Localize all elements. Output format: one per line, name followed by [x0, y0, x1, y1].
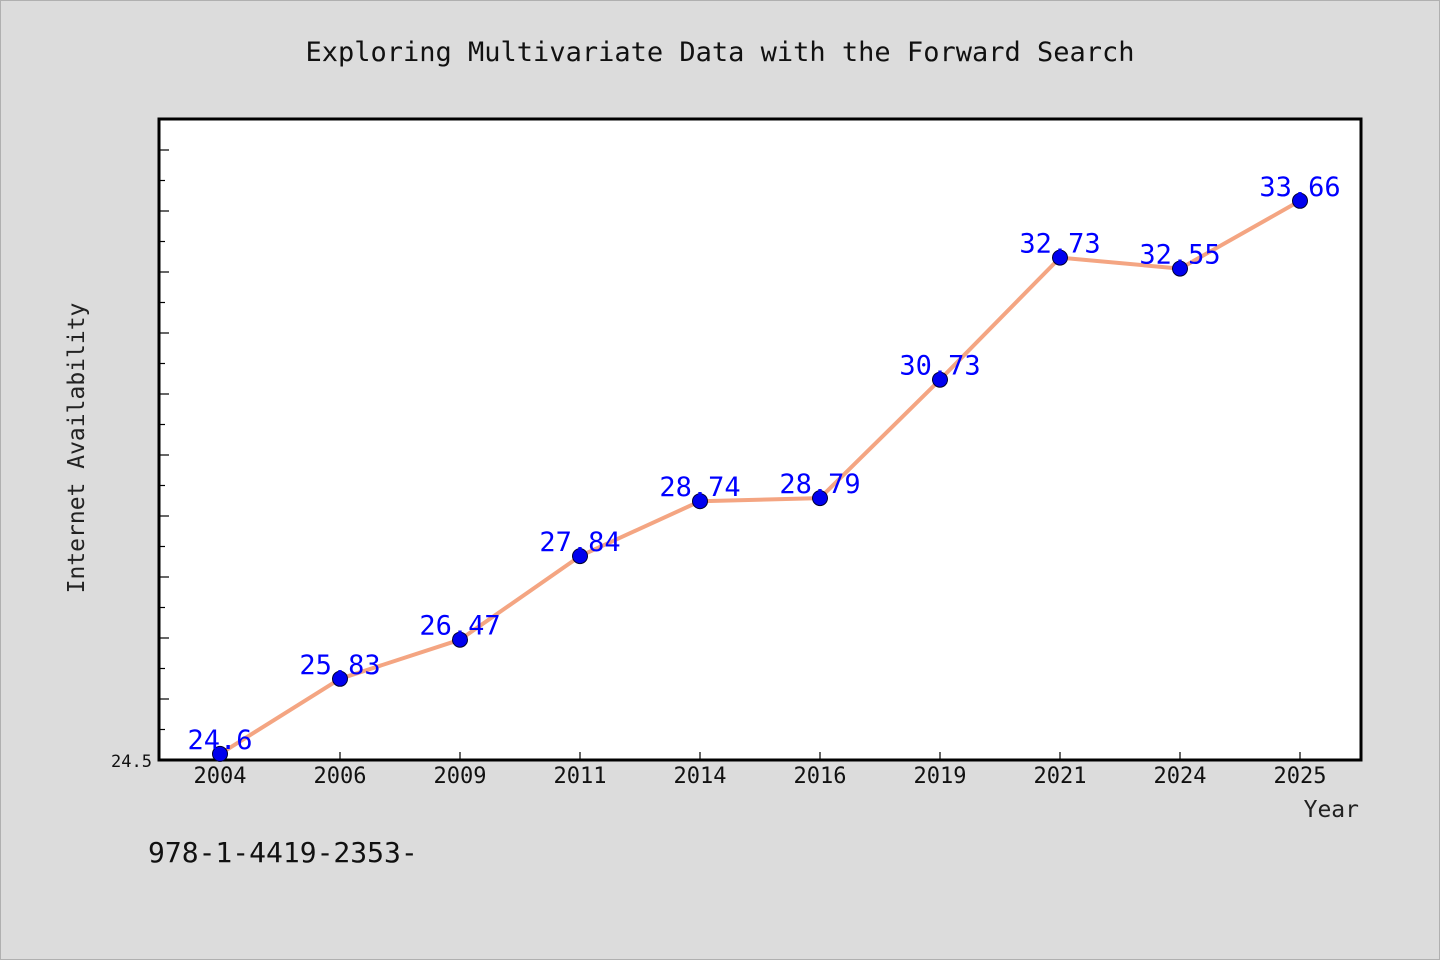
x-axis-ticks: 2004 2006 2009 2011 2014 2016 2019 2021 2024 2025 [194, 752, 1327, 789]
series-layer: 24.6 25.83 26.47 27.84 28.74 28.79 30.73 32.73 3… [187, 172, 1341, 762]
chart-title: Exploring Multivariate Data with the For… [305, 37, 1134, 68]
x-axis-label: Year [1304, 797, 1359, 823]
x-tick-label: 2011 [554, 764, 607, 789]
data-point [932, 371, 948, 388]
plot-area [157, 117, 1363, 762]
x-tick-label: 2004 [194, 764, 247, 789]
data-label: 32.73 [1019, 229, 1100, 260]
x-tick-label: 2024 [1154, 764, 1207, 789]
data-point [572, 548, 588, 565]
data-label: 30.73 [899, 351, 980, 382]
y-axis-label: Internet Availability [64, 303, 90, 594]
data-point [212, 745, 228, 762]
data-label: 26.47 [419, 611, 500, 642]
data-point [692, 493, 708, 510]
x-tick-label: 2016 [794, 764, 847, 789]
x-tick-label: 2021 [1034, 764, 1087, 789]
data-point [332, 670, 348, 687]
y-axis-ticks [159, 149, 169, 761]
data-label: 25.83 [299, 650, 380, 681]
data-point [812, 490, 828, 507]
footnote-isbn: 978-1-4419-2353- [148, 836, 418, 869]
data-label: 28.74 [659, 472, 740, 503]
x-tick-label: 2006 [314, 764, 367, 789]
data-label: 33.66 [1259, 172, 1340, 203]
data-label: 24.6 [187, 725, 252, 756]
data-point [1292, 192, 1308, 209]
x-tick-label: 2019 [914, 764, 967, 789]
data-label: 32.55 [1139, 240, 1220, 271]
y-tick-label: 24.5 [111, 752, 152, 772]
data-label: 27.84 [539, 527, 620, 558]
x-tick-label: 2014 [674, 764, 727, 789]
x-tick-label: 2009 [434, 764, 487, 789]
data-point [452, 631, 468, 648]
data-label: 28.79 [779, 469, 860, 500]
x-tick-label: 2025 [1274, 764, 1327, 789]
data-point [1052, 249, 1068, 266]
data-point [1172, 260, 1188, 277]
series-line [218, 198, 1302, 756]
